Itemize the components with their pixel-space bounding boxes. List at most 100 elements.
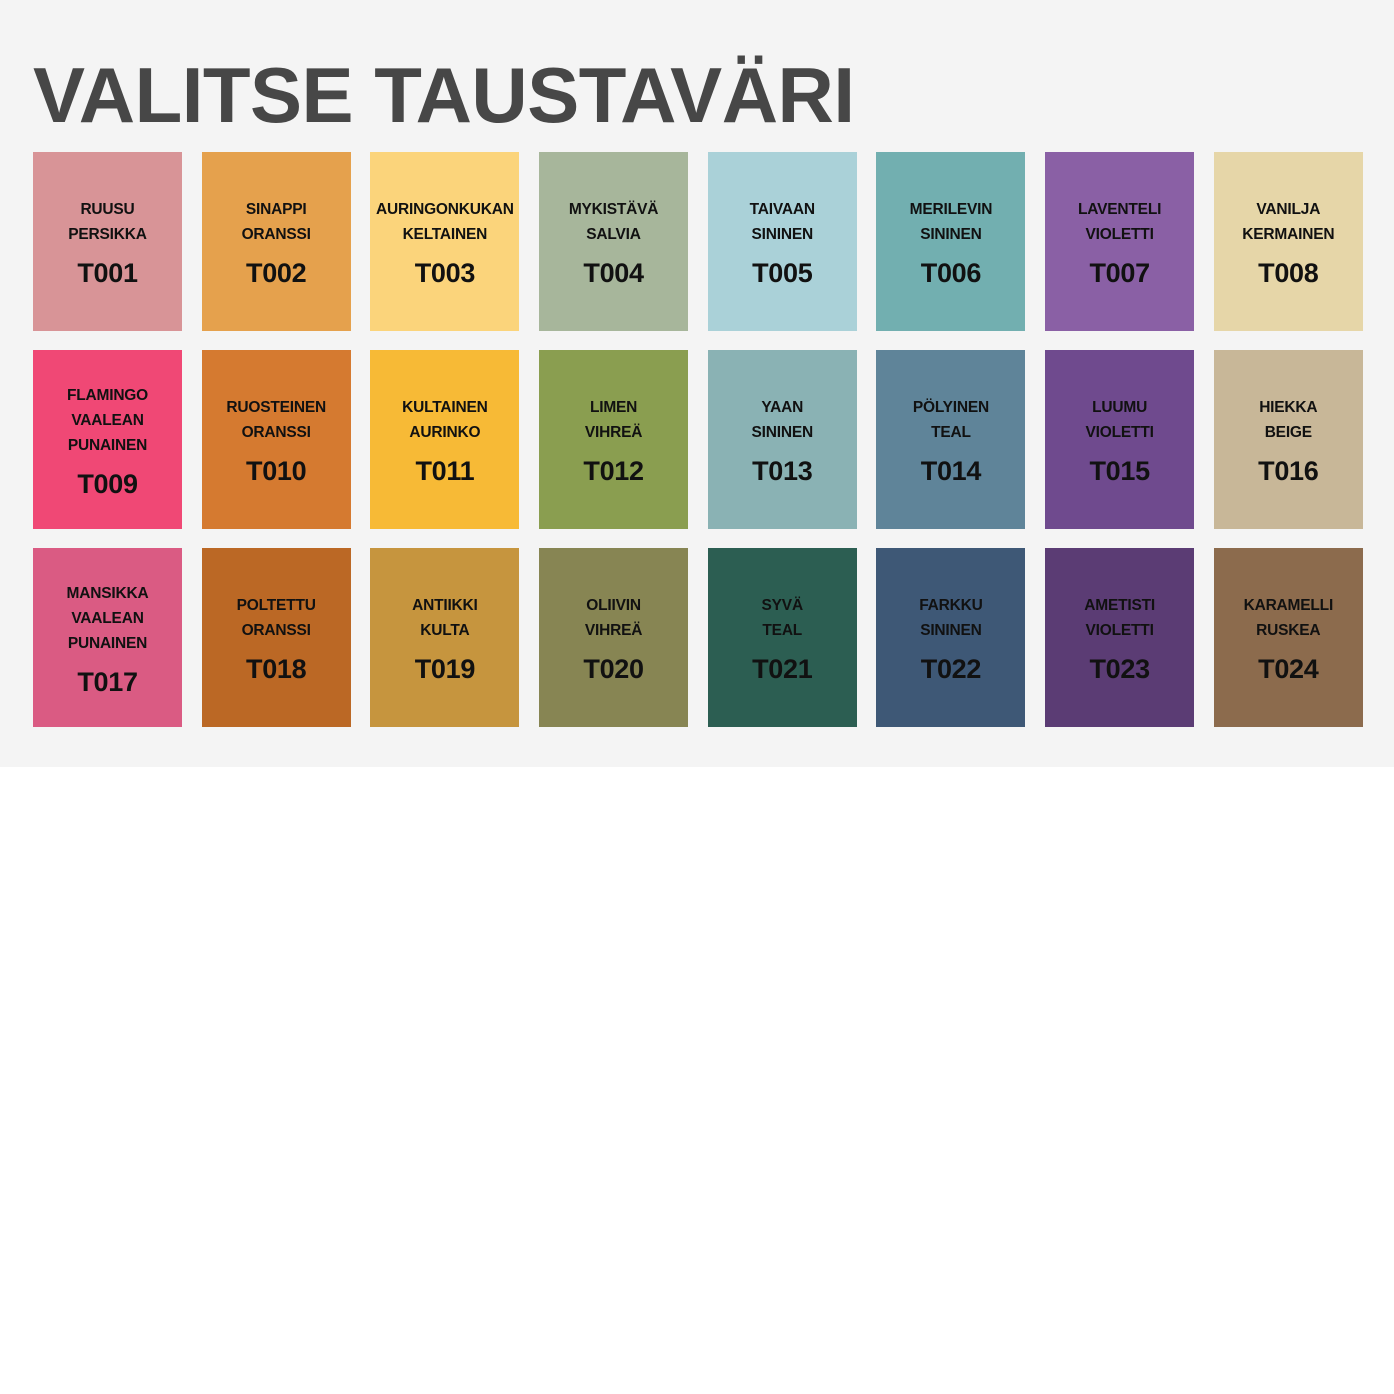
swatch-name: MANSIKKA VAALEAN PUNAINEN <box>67 581 149 656</box>
color-swatch-t023[interactable]: AMETISTI VIOLETTI T023 <box>1045 548 1195 727</box>
color-swatch-t021[interactable]: SYVÄ TEAL T021 <box>707 548 857 727</box>
swatch-name-line: RUSKEA <box>1256 622 1321 639</box>
swatch-name-line: VANILJA <box>1256 201 1321 218</box>
swatch-code: T003 <box>414 258 476 288</box>
color-swatch-t018[interactable]: POLTETTU ORANSSI T018 <box>201 548 351 727</box>
swatch-code: T016 <box>1258 456 1319 486</box>
swatch-name-line: LUUMU <box>1092 399 1148 416</box>
swatch-name: LAVENTELI VIOLETTI <box>1078 197 1161 247</box>
swatch-name: KARAMELLI RUSKEA <box>1244 593 1334 643</box>
swatch-code: T018 <box>246 654 307 684</box>
swatch-name-line: ANTIIKKI <box>412 597 478 614</box>
swatch-name-line: SININEN <box>751 424 814 441</box>
swatch-name-line: TEAL <box>762 622 803 639</box>
swatch-code: T011 <box>415 456 475 486</box>
swatch-name: MYKISTÄVÄ SALVIA <box>569 197 659 247</box>
swatch-code: T010 <box>246 456 307 486</box>
swatch-name-line: MANSIKKA <box>66 584 149 602</box>
swatch-name: LUUMU VIOLETTI <box>1086 395 1154 445</box>
color-swatch-t015[interactable]: LUUMU VIOLETTI T015 <box>1045 350 1195 529</box>
swatch-code: T017 <box>77 666 138 697</box>
color-swatch-t001[interactable]: RUUSU PERSIKKA T001 <box>33 152 182 331</box>
swatch-name-line: LIMEN <box>589 399 638 416</box>
color-swatch-t004[interactable]: MYKISTÄVÄ SALVIA T004 <box>539 152 689 331</box>
color-swatch-t016[interactable]: HIEKKA BEIGE T016 <box>1213 350 1363 529</box>
swatch-name-line: VIHREÄ <box>584 424 643 441</box>
swatch-name-line: HIEKKA <box>1259 399 1318 416</box>
swatch-name-line: AURINGONKUKAN <box>375 201 514 218</box>
swatch-name-line: SININEN <box>751 226 814 243</box>
color-swatch-t019[interactable]: ANTIIKKI KULTA T019 <box>370 548 520 727</box>
swatch-name: ANTIIKKI KULTA <box>412 593 478 643</box>
swatch-name-line: KERMAINEN <box>1242 226 1335 243</box>
swatch-name: TAIVAAN SININEN <box>750 197 815 247</box>
swatch-code: T001 <box>77 258 138 288</box>
swatch-name-line: POLTETTU <box>236 597 316 614</box>
color-swatch-t007[interactable]: LAVENTELI VIOLETTI T007 <box>1045 152 1195 331</box>
swatch-name-line: PERSIKKA <box>68 226 147 243</box>
color-swatch-t022[interactable]: FARKKU SININEN T022 <box>876 548 1026 727</box>
color-swatch-t008[interactable]: VANILJA KERMAINEN T008 <box>1213 152 1363 331</box>
swatch-name-line: KULTA <box>420 622 470 639</box>
swatch-name: YAAN SININEN <box>751 395 814 445</box>
swatch-code: T009 <box>77 468 138 499</box>
swatch-name: KULTAINEN AURINKO <box>402 395 488 445</box>
swatch-code: T006 <box>920 258 982 288</box>
swatch-name: VANILJA KERMAINEN <box>1242 197 1334 247</box>
swatch-name-line: VIOLETTI <box>1085 226 1154 243</box>
swatch-name-line: KELTAINEN <box>402 226 488 243</box>
swatch-code: T013 <box>752 456 813 486</box>
color-swatch-t020[interactable]: OLIIVIN VIHREÄ T020 <box>539 548 689 727</box>
swatch-code: T019 <box>414 654 476 684</box>
swatch-name-line: SALVIA <box>586 226 641 243</box>
color-swatch-t012[interactable]: LIMEN VIHREÄ T012 <box>539 350 689 529</box>
swatch-code: T002 <box>246 258 307 288</box>
swatch-code: T004 <box>583 258 644 288</box>
swatch-name-line: MERILEVIN <box>909 201 993 218</box>
swatch-code: T008 <box>1258 258 1319 288</box>
color-swatch-t014[interactable]: PÖLYINEN TEAL T014 <box>876 350 1026 529</box>
swatch-name: SINAPPI ORANSSI <box>242 197 311 247</box>
swatch-name-line: OLIIVIN <box>586 597 641 614</box>
swatch-name-line: PUNAINEN <box>67 634 148 652</box>
swatch-code: T015 <box>1089 456 1150 486</box>
color-swatch-t024[interactable]: KARAMELLI RUSKEA T024 <box>1213 548 1363 727</box>
swatch-name-line: VIHREÄ <box>584 622 643 639</box>
color-swatch-t002[interactable]: SINAPPI ORANSSI T002 <box>201 152 351 331</box>
swatch-name-line: YAAN <box>761 399 804 416</box>
swatch-name-line: ORANSSI <box>241 622 311 639</box>
swatch-name-line: TEAL <box>931 424 971 441</box>
color-swatch-t013[interactable]: YAAN SININEN T013 <box>707 350 857 529</box>
swatch-name-line: LAVENTELI <box>1078 201 1162 218</box>
swatch-name: AMETISTI VIOLETTI <box>1084 593 1155 643</box>
swatch-name: SYVÄ TEAL <box>762 593 804 643</box>
swatch-code: T014 <box>920 456 982 486</box>
swatch-name-line: SINAPPI <box>245 201 307 218</box>
color-swatch-t017[interactable]: MANSIKKA VAALEAN PUNAINEN T017 <box>33 548 182 727</box>
color-swatch-t006[interactable]: MERILEVIN SININEN T006 <box>876 152 1026 331</box>
color-swatch-t011[interactable]: KULTAINEN AURINKO T011 <box>370 350 520 529</box>
swatch-name-line: AURINKO <box>409 424 481 441</box>
swatch-name-line: FARKKU <box>919 597 983 614</box>
swatch-name: OLIIVIN VIHREÄ <box>584 593 643 643</box>
swatch-name-line: VIOLETTI <box>1085 424 1154 441</box>
swatch-name-line: VIOLETTI <box>1085 622 1154 639</box>
color-swatch-t009[interactable]: FLAMINGO VAALEAN PUNAINEN T009 <box>33 350 182 529</box>
color-swatch-t003[interactable]: AURINGONKUKAN KELTAINEN T003 <box>370 152 520 331</box>
swatch-name: RUUSU PERSIKKA <box>68 197 147 247</box>
swatch-code: T012 <box>583 456 644 486</box>
swatch-name: PÖLYINEN TEAL <box>913 395 989 445</box>
swatch-code: T022 <box>920 654 982 684</box>
swatch-code: T024 <box>1258 654 1319 684</box>
color-swatch-t005[interactable]: TAIVAAN SININEN T005 <box>707 152 857 331</box>
swatch-name-line: TAIVAAN <box>749 201 815 218</box>
swatch-name-line: VAALEAN <box>71 411 144 429</box>
swatch-code: T020 <box>583 654 644 684</box>
swatch-code: T005 <box>752 258 813 288</box>
color-picker-panel: VALITSE TAUSTAVÄRI RUUSU PERSIKKA T001 SINA… <box>0 0 1394 767</box>
swatch-name: POLTETTU ORANSSI <box>237 593 316 643</box>
color-swatch-t010[interactable]: RUOSTEINEN ORANSSI T010 <box>201 350 351 529</box>
swatch-name-line: VAALEAN <box>71 609 144 627</box>
swatch-name: RUOSTEINEN ORANSSI <box>226 395 326 445</box>
swatch-code: T007 <box>1089 258 1150 288</box>
